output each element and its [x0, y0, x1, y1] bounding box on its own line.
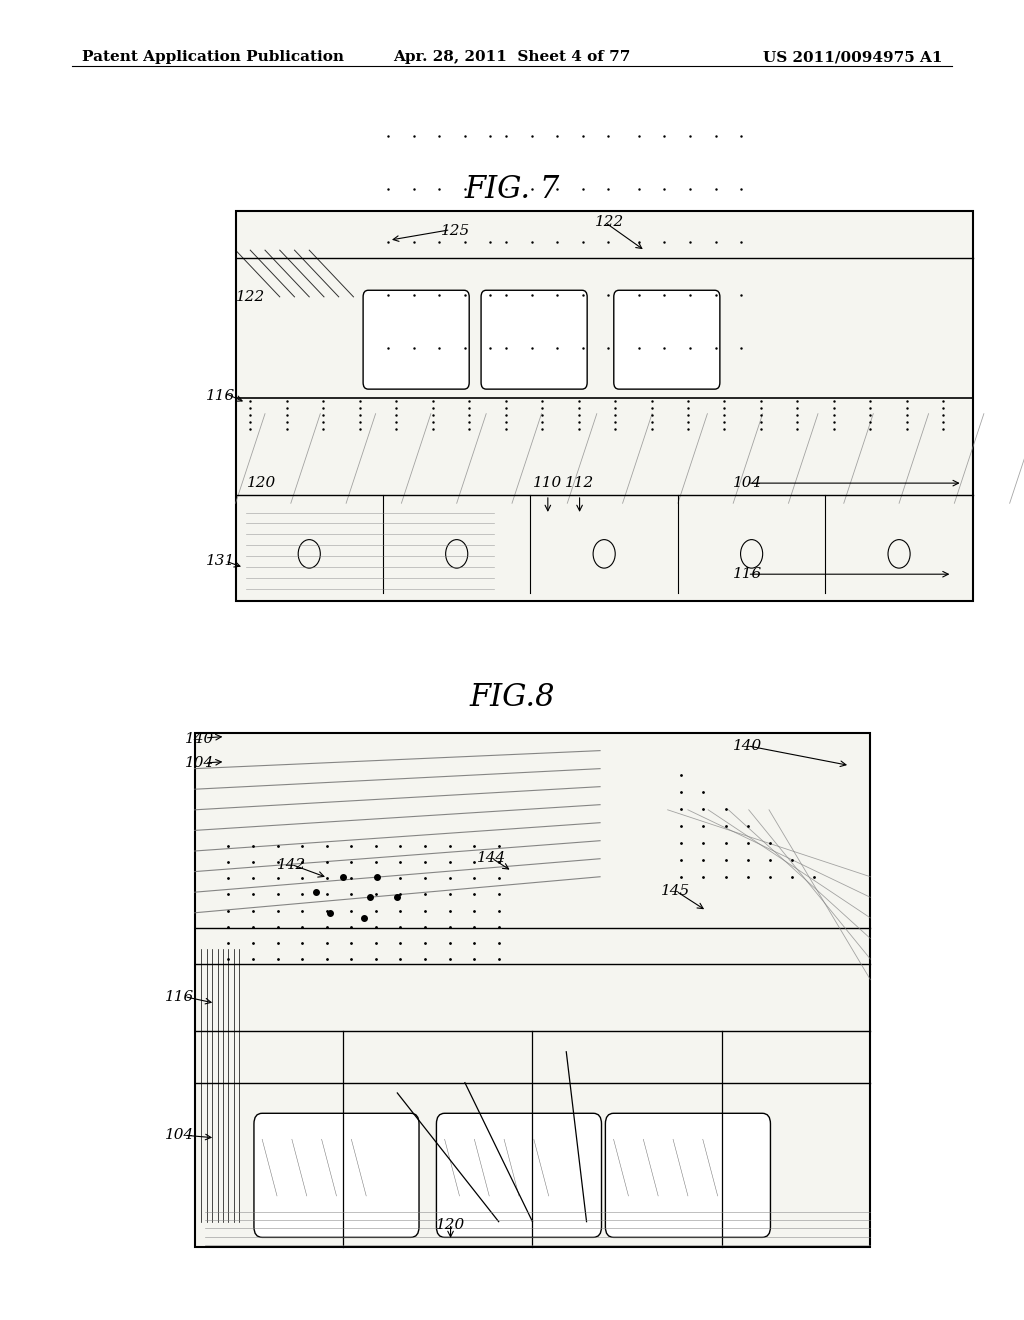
Text: 104: 104 [733, 477, 762, 490]
Text: 144: 144 [477, 851, 506, 865]
Text: 116: 116 [165, 990, 194, 1003]
Text: 104: 104 [185, 756, 214, 770]
Text: 116: 116 [206, 389, 234, 403]
Text: 120: 120 [436, 1218, 465, 1232]
Text: FIG. 7: FIG. 7 [464, 174, 560, 205]
Bar [195, 733, 870, 1247]
Text: 122: 122 [237, 290, 265, 304]
Text: 122: 122 [595, 215, 624, 228]
FancyBboxPatch shape [436, 1113, 601, 1237]
FancyBboxPatch shape [364, 290, 469, 389]
Text: 140: 140 [733, 739, 762, 752]
Text: 142: 142 [278, 858, 306, 871]
Text: US 2011/0094975 A1: US 2011/0094975 A1 [763, 50, 942, 65]
Text: Apr. 28, 2011  Sheet 4 of 77: Apr. 28, 2011 Sheet 4 of 77 [393, 50, 631, 65]
Text: 104: 104 [165, 1129, 194, 1142]
FancyBboxPatch shape [613, 290, 720, 389]
Bar [236, 211, 973, 601]
FancyBboxPatch shape [254, 1113, 419, 1237]
Text: 120: 120 [247, 477, 275, 490]
Text: 110: 110 [534, 477, 562, 490]
Text: 140: 140 [185, 733, 214, 746]
FancyBboxPatch shape [481, 290, 587, 389]
Text: 131: 131 [206, 554, 234, 568]
Text: 116: 116 [733, 568, 762, 581]
Text: 112: 112 [565, 477, 594, 490]
FancyBboxPatch shape [605, 1113, 770, 1237]
Text: Patent Application Publication: Patent Application Publication [82, 50, 344, 65]
Text: 145: 145 [662, 884, 690, 898]
Text: FIG.8: FIG.8 [469, 682, 555, 713]
Text: 125: 125 [441, 224, 470, 238]
